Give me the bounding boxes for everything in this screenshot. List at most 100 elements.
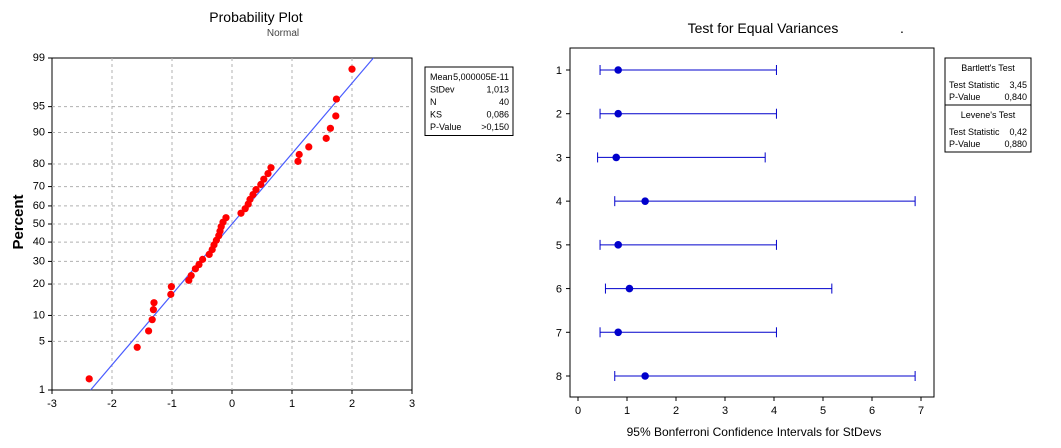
variance-test-y-tick-label: 2 [556, 109, 562, 121]
variance-test-title: Test for Equal Variances [688, 20, 839, 36]
variance-test-y-tick-label: 1 [556, 65, 562, 77]
variance-test-y-tick-label: 5 [556, 240, 562, 252]
prob-plot-data-point [267, 164, 275, 172]
variance-test-stat-value: 0,840 [1004, 92, 1027, 102]
variance-test-x-tick-label: 1 [624, 405, 630, 417]
prob-plot-x-tick-label: -1 [167, 398, 177, 410]
prob-plot-data-point [322, 134, 330, 142]
variance-test-title-suffix: . [900, 20, 904, 36]
prob-plot-stat-value: 1,013 [486, 85, 509, 95]
variance-test-stat-value: 0,42 [1009, 127, 1027, 137]
variance-test-x-axis-label: 95% Bonferroni Confidence Intervals for … [627, 425, 882, 439]
prob-plot-stat-value: 0,086 [486, 110, 509, 120]
prob-plot-y-tick-label: 95 [33, 101, 45, 113]
prob-plot-y-tick-label: 10 [33, 309, 45, 321]
variance-test-intervals [597, 65, 916, 381]
prob-plot-data-point [252, 186, 260, 194]
prob-plot-x-tick-label: 3 [409, 398, 415, 410]
prob-plot-stat-label: StDev [430, 85, 455, 95]
variance-test-y-tick-label: 8 [556, 371, 562, 383]
prob-plot-data-point [326, 124, 334, 132]
prob-plot-y-tick-label: 30 [33, 255, 45, 267]
variance-test-x-tick-label: 3 [722, 405, 728, 417]
prob-plot-y-tick-label: 5 [39, 335, 45, 347]
prob-plot-y-tick-label: 70 [33, 181, 45, 193]
variance-test-stats-title: Levene's Test [961, 110, 1016, 120]
prob-plot-data-point [149, 306, 157, 314]
prob-plot-y-tick-label: 80 [33, 158, 45, 170]
variance-test-estimate-point [614, 109, 622, 118]
variance-test-stats-frame [944, 57, 1032, 106]
variance-test-stat-label: P-Value [949, 139, 980, 149]
prob-plot-x-tick-label: 0 [229, 398, 235, 410]
variance-test-x-tick-label: 7 [918, 405, 924, 417]
prob-plot-stat-value: 40 [499, 97, 509, 107]
prob-plot-points [85, 65, 356, 383]
prob-plot-data-point [260, 175, 268, 183]
prob-plot-data-point [85, 375, 93, 383]
variance-test-ticks: 0 1 2 3 4 5 6 7 1 2 3 4 5 6 7 8 [556, 65, 924, 417]
prob-plot-data-point [332, 95, 340, 103]
prob-plot-stat-value: >0,150 [481, 122, 509, 132]
prob-plot-stats-box: Mean 5,000005E-11 StDev 1,013 N 40 KS 0,086 P-Va… [424, 66, 514, 136]
prob-plot-y-tick-label: 99 [33, 52, 45, 64]
variance-test-x-tick-label: 2 [673, 405, 679, 417]
variance-test-estimate-point [641, 372, 649, 380]
prob-plot-gridlines [52, 58, 412, 390]
prob-plot-data-point [332, 112, 340, 120]
variance-test-x-tick-label: 0 [575, 405, 581, 417]
prob-plot-data-point [199, 255, 207, 263]
variance-test-stat-label: Test Statistic [949, 80, 1000, 90]
prob-plot-data-point [257, 180, 265, 189]
variance-test-y-tick-label: 3 [556, 152, 562, 164]
prob-plot-stat-label: P-Value [430, 122, 461, 132]
prob-plot-data-point [148, 316, 156, 324]
prob-plot-x-tick-label: -2 [107, 398, 117, 410]
prob-plot-data-point [348, 65, 356, 73]
prob-plot-x-tick-label: 2 [349, 398, 355, 410]
prob-plot-y-axis-label: Percent [10, 194, 27, 249]
variance-test-estimate-point [614, 241, 622, 249]
prob-plot-stat-value: 5,000005E-11 [453, 72, 509, 82]
prob-plot-ticks: -3 -2 -1 0 1 2 3 1 5 10 20 30 40 50 60 70 80 90 95 99 [33, 52, 415, 410]
variance-test-frame [569, 47, 935, 398]
prob-plot-x-tick-label: -3 [47, 398, 57, 410]
prob-plot-data-point [167, 283, 175, 291]
prob-plot-data-point [187, 271, 195, 280]
prob-plot-stats-frame [424, 66, 514, 136]
variance-test-estimate-point [641, 197, 649, 205]
prob-plot-data-point [305, 143, 313, 151]
prob-plot-data-point [145, 327, 153, 335]
prob-plot-data-point [150, 299, 158, 307]
variance-test-y-tick-label: 7 [556, 327, 562, 339]
variance-test-estimate-point [625, 284, 634, 293]
variance-test-x-tick-label: 6 [869, 405, 875, 417]
variance-test-stat-value: 3,45 [1009, 80, 1027, 90]
prob-plot-stat-label: KS [430, 110, 442, 120]
prob-plot-data-point [264, 170, 272, 178]
variance-test-estimate-point [614, 66, 622, 74]
variance-test-stats-frame [944, 104, 1032, 153]
prob-plot-subtitle: Normal [267, 28, 299, 39]
variance-test-stats-title: Bartlett's Test [961, 63, 1015, 73]
prob-plot-data-point [295, 150, 303, 159]
variance-test-estimate-point [612, 153, 621, 162]
variance-test-estimate-point [614, 328, 622, 337]
prob-plot-data-point [133, 343, 141, 351]
variance-test-stat-label: P-Value [949, 92, 980, 102]
variance-test-stats-boxes: Bartlett's Test Test Statistic 3,45 P-Value… [944, 57, 1032, 153]
variance-test-y-tick-label: 4 [556, 196, 562, 208]
prob-plot-data-point [195, 260, 203, 269]
prob-plot-y-tick-label: 40 [33, 236, 45, 248]
prob-plot-data-point [167, 290, 175, 298]
prob-plot-y-tick-label: 50 [33, 218, 45, 230]
variance-test-stat-value: 0,880 [1004, 139, 1027, 149]
prob-plot-x-tick-label: 1 [289, 398, 295, 410]
prob-plot-stat-label: Mean [430, 72, 453, 82]
prob-plot-data-point [237, 209, 245, 217]
variance-test-y-tick-label: 6 [556, 284, 562, 296]
prob-plot-fit-line-segment [90, 57, 374, 391]
prob-plot-title: Probability Plot [209, 9, 302, 25]
